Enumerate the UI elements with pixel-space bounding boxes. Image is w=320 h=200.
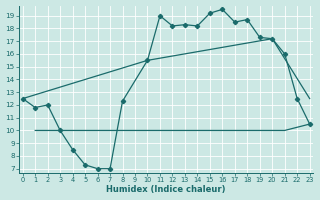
X-axis label: Humidex (Indice chaleur): Humidex (Indice chaleur) bbox=[107, 185, 226, 194]
